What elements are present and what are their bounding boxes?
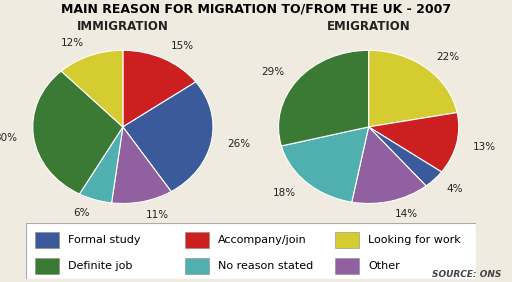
Text: 18%: 18% [273, 188, 296, 198]
Wedge shape [369, 127, 441, 186]
Text: Looking for work: Looking for work [368, 235, 461, 245]
Wedge shape [123, 82, 213, 191]
Text: No reason stated: No reason stated [218, 261, 313, 271]
FancyBboxPatch shape [35, 258, 59, 274]
Text: SOURCE: ONS: SOURCE: ONS [433, 270, 502, 279]
Wedge shape [369, 113, 459, 172]
FancyBboxPatch shape [185, 258, 209, 274]
Wedge shape [369, 50, 457, 127]
Wedge shape [282, 127, 369, 202]
Text: 13%: 13% [473, 142, 496, 152]
Text: 29%: 29% [262, 67, 285, 76]
Text: Formal study: Formal study [68, 235, 140, 245]
Text: Definite job: Definite job [68, 261, 132, 271]
Text: 12%: 12% [60, 38, 84, 48]
Text: 4%: 4% [446, 184, 463, 194]
Text: 30%: 30% [0, 133, 17, 143]
Text: Accompany/join: Accompany/join [218, 235, 307, 245]
Wedge shape [61, 50, 123, 127]
FancyBboxPatch shape [185, 232, 209, 248]
Wedge shape [352, 127, 426, 204]
Text: 6%: 6% [74, 208, 90, 218]
FancyBboxPatch shape [335, 232, 359, 248]
Text: 26%: 26% [227, 139, 250, 149]
Text: 15%: 15% [171, 41, 194, 51]
Wedge shape [279, 50, 369, 146]
Text: 22%: 22% [436, 52, 460, 62]
Wedge shape [112, 127, 171, 204]
Text: EMIGRATION: EMIGRATION [327, 20, 411, 33]
Text: 14%: 14% [395, 210, 418, 219]
FancyBboxPatch shape [335, 258, 359, 274]
FancyBboxPatch shape [35, 232, 59, 248]
Text: IMMIGRATION: IMMIGRATION [77, 20, 169, 33]
Text: MAIN REASON FOR MIGRATION TO/FROM THE UK - 2007: MAIN REASON FOR MIGRATION TO/FROM THE UK… [61, 3, 451, 16]
FancyBboxPatch shape [26, 223, 476, 279]
Wedge shape [79, 127, 123, 203]
Wedge shape [33, 71, 123, 194]
Text: 11%: 11% [146, 210, 169, 220]
Text: Other: Other [368, 261, 400, 271]
Wedge shape [123, 50, 196, 127]
